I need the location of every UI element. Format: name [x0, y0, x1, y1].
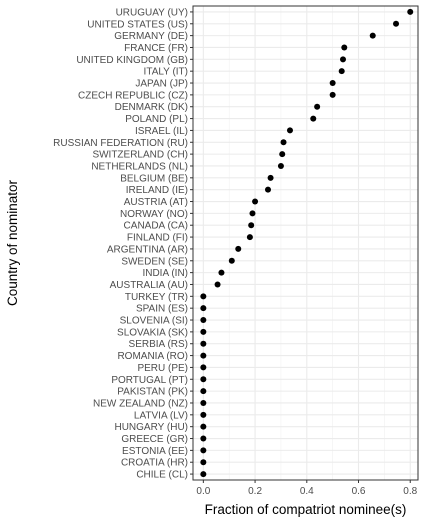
data-point — [214, 281, 221, 288]
y-tick-label: CANADA (CA) — [124, 221, 188, 232]
plot-border — [192, 5, 419, 481]
data-point — [200, 435, 207, 442]
data-point — [340, 56, 346, 63]
data-point — [267, 174, 274, 181]
y-tick-label: NETHERLANDS (NL) — [91, 161, 188, 172]
data-point — [200, 305, 207, 312]
y-tick-label: UNITED KINGDOM (GB) — [76, 55, 188, 66]
y-tick-label: ROMANIA (RO) — [117, 351, 188, 362]
data-point — [200, 364, 207, 371]
data-point — [338, 68, 345, 75]
data-point — [200, 317, 207, 324]
x-tick-label: 0.6 — [352, 486, 366, 497]
data-point — [200, 459, 207, 466]
y-tick-label: DENMARK (DK) — [115, 102, 188, 113]
x-tick-label: 0.4 — [300, 486, 314, 497]
y-tick-label: HUNGARY (HU) — [114, 422, 188, 433]
y-tick-label: ITALY (IT) — [144, 67, 188, 78]
y-tick-label: NEW ZEALAND (NZ) — [93, 398, 188, 409]
y-tick-label: SWITZERLAND (CH) — [92, 150, 188, 161]
y-tick-label: FRANCE (FR) — [124, 43, 188, 54]
data-point — [277, 162, 284, 169]
data-point — [329, 91, 336, 98]
y-tick-label: URUGUAY (UY) — [116, 7, 188, 18]
x-tick-label: 0.8 — [403, 486, 417, 497]
y-tick-label: UNITED STATES (US) — [87, 19, 188, 30]
y-tick-label: PAKISTAN (PK) — [117, 387, 188, 398]
y-tick-label: SERBIA (RS) — [129, 339, 188, 350]
data-point — [200, 388, 207, 395]
data-point — [246, 234, 253, 241]
data-point — [279, 151, 286, 158]
data-point — [200, 328, 207, 335]
y-tick-label: AUSTRALIA (AU) — [110, 280, 188, 291]
data-point — [341, 44, 348, 51]
y-tick-label: GERMANY (DE) — [114, 31, 188, 42]
y-tick-label: PERU (PE) — [137, 363, 188, 374]
y-tick-label: IRELAND (IE) — [126, 185, 188, 196]
data-point — [310, 115, 317, 122]
y-tick-label: RUSSIAN FEDERATION (RU) — [53, 138, 188, 149]
y-tick-label: TURKEY (TR) — [125, 292, 188, 303]
y-tick-label: SLOVENIA (SI) — [120, 316, 188, 327]
data-point — [200, 423, 207, 430]
y-tick-label: POLAND (PL) — [125, 114, 188, 125]
data-point — [200, 471, 207, 478]
y-tick-label: ARGENTINA (AR) — [107, 244, 188, 255]
y-tick-label: CHILE (CL) — [136, 470, 188, 481]
y-tick-label: CROATIA (HR) — [121, 458, 188, 469]
data-point — [235, 245, 242, 252]
x-axis-title: Fraction of compatriot nominee(s) — [205, 502, 407, 517]
data-point — [265, 186, 271, 193]
data-point — [314, 103, 321, 110]
data-point — [200, 447, 207, 454]
y-tick-label: INDIA (IN) — [142, 268, 188, 279]
data-point — [329, 80, 336, 87]
points-layer — [200, 8, 414, 478]
y-tick-label: PORTUGAL (PT) — [111, 375, 188, 386]
y-tick-label: ESTONIA (EE) — [122, 446, 188, 457]
y-tick-layer: URUGUAY (UY)UNITED STATES (US)GERMANY (D… — [53, 7, 193, 481]
y-tick-label: AUSTRIA (AT) — [124, 197, 188, 208]
data-point — [286, 127, 293, 134]
x-tick-layer: 0.0 0.2 0.4 0.6 0.8 — [196, 480, 418, 497]
y-tick-label: FINLAND (FI) — [127, 233, 188, 244]
y-tick-label: BELGIUM (BE) — [120, 173, 188, 184]
y-tick-label: JAPAN (JP) — [135, 79, 188, 90]
y-tick-label: ISRAEL (IL) — [135, 126, 188, 137]
x-tick-label: 0.2 — [248, 486, 262, 497]
data-point — [252, 198, 259, 205]
y-axis-title: Country of nominator — [5, 179, 20, 306]
data-point — [407, 8, 414, 15]
data-point — [200, 376, 207, 383]
data-point — [200, 411, 207, 418]
data-point — [369, 32, 376, 39]
data-point — [228, 257, 235, 264]
data-point — [248, 222, 255, 229]
y-tick-label: SWEDEN (SE) — [121, 256, 188, 267]
data-point — [249, 210, 256, 217]
data-point — [393, 20, 400, 27]
plot-panel — [193, 6, 418, 480]
data-point — [200, 399, 207, 406]
x-tick-label: 0.0 — [196, 486, 210, 497]
y-tick-label: LATVIA (LV) — [134, 410, 188, 421]
y-tick-label: GREECE (GR) — [121, 434, 188, 445]
data-point — [200, 340, 207, 347]
y-tick-label: NORWAY (NO) — [120, 209, 188, 220]
y-tick-label: CZECH REPUBLIC (CZ) — [78, 90, 188, 101]
data-point — [200, 293, 207, 300]
y-tick-label: SLOVAKIA (SK) — [117, 327, 188, 338]
y-tick-label: SPAIN (ES) — [136, 304, 188, 315]
data-point — [218, 269, 225, 276]
data-point — [200, 352, 207, 359]
data-point — [280, 139, 287, 146]
